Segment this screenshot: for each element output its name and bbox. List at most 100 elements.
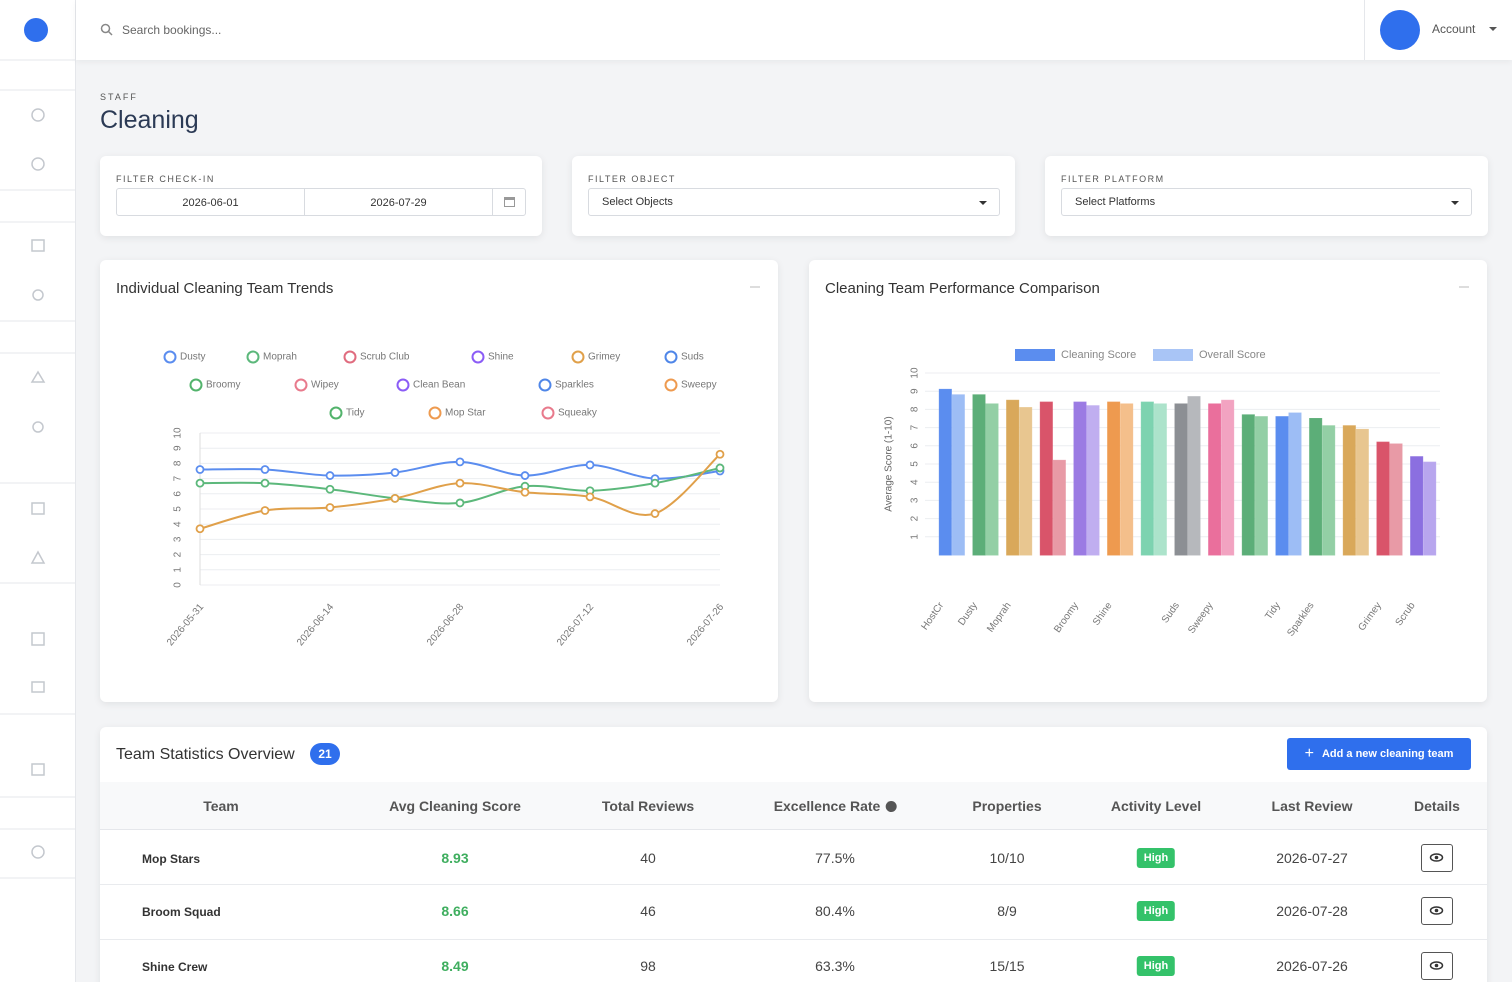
x-tick-label: HostCr [919,600,946,632]
card-menu[interactable] [750,286,760,288]
y-tick-label: 5 [173,506,184,512]
caret [979,201,987,209]
x-tick-label: Grimey [1356,600,1383,633]
y-tick-label: 3 [910,497,921,503]
filter-label: FILTER OBJECT [588,174,676,184]
cell: 8/9 [997,903,1017,919]
eye-icon [1429,906,1444,915]
legend-label: Dusty [180,352,206,363]
column-header: Avg Cleaning Score [389,798,521,814]
bar [1275,416,1289,556]
legend-label: Squeaky [558,408,597,419]
y-tick-label: 2 [910,515,921,521]
column-header: Last Review [1271,798,1353,814]
team-name: Shine Crew [142,960,208,974]
x-tick-label: 2026-07-26 [685,602,727,649]
x-tick-label: Sparkles [1285,600,1316,638]
legend-marker [343,350,357,364]
search-icon [100,23,113,36]
cell: 46 [640,903,656,919]
cell: 8.49 [441,958,469,974]
y-tick-label: 7 [173,475,184,481]
bar [1153,403,1167,556]
details-button[interactable] [1421,897,1453,925]
caret [1489,27,1497,35]
cell: 8.66 [441,903,469,919]
add-button[interactable]: + Add a new cleaning team [1287,738,1471,770]
details-button[interactable] [1421,844,1453,872]
bar [1410,456,1424,556]
column-header: Properties [972,798,1042,814]
sidebar-icons [0,18,76,879]
date-to[interactable]: 2026-07-29 [305,189,493,215]
x-tick-label: Broomy [1052,600,1081,635]
nav-icons[interactable] [30,108,46,859]
legend-marker [664,378,678,392]
bar [938,388,952,556]
column-header: Activity Level [1110,798,1202,814]
sidebar-dividers [0,59,76,879]
legend-marker [163,350,177,364]
bar [1174,403,1188,556]
card-menu[interactable] [1459,286,1469,288]
cell: 10/10 [989,850,1025,866]
y-tick-label: 1 [173,567,184,573]
y-tick-label: 9 [910,388,921,394]
y-tick-label: 5 [910,461,921,467]
data-point [455,478,465,488]
bar [1221,399,1235,556]
bar [1423,461,1437,556]
x-tick-label: 2026-07-12 [555,602,597,649]
legend-label: Sparkles [555,380,594,391]
row-divider [100,884,1487,885]
legend-marker [664,350,678,364]
select[interactable]: Select Objects [588,188,1000,216]
team-name: Broom Squad [142,905,221,919]
legend-label: Sweepy [681,380,717,391]
account-menu[interactable]: Account [1432,22,1476,36]
bar [1254,416,1268,556]
sidebar [0,0,76,982]
data-point [585,460,595,470]
legend-label: Grimey [588,352,620,363]
bar [1039,401,1053,556]
calendar-icon[interactable] [493,197,525,207]
data-point [325,471,335,480]
bar [985,403,999,556]
select-placeholder: Select Platforms [1075,196,1156,208]
cell: 98 [640,958,656,974]
bar [1086,405,1100,556]
legend-marker [541,406,555,420]
data-point [325,503,335,512]
bar [1120,403,1134,556]
bar [1389,443,1403,556]
chart-title: Cleaning Team Performance Comparison [825,280,1100,297]
data-point [715,463,725,473]
filter-card: FILTER CHECK-IN 2026-06-01 2026-07-29 [100,156,542,236]
date-from[interactable]: 2026-06-01 [117,189,305,215]
avatar[interactable] [1380,10,1420,50]
legend-marker [294,378,308,392]
legend-label: Clean Bean [413,380,465,391]
bar [1107,401,1121,556]
legend-label: Broomy [206,380,240,391]
chart-card: Cleaning Team Performance Comparison 1 2 3… [809,260,1487,702]
details-button[interactable] [1421,952,1453,980]
date-range[interactable]: 2026-06-01 2026-07-29 [116,188,526,216]
y-tick-label: 4 [173,521,184,527]
legend-label: Wipey [311,380,339,391]
y-tick-label: 10 [173,427,184,439]
logo [24,18,48,42]
legend-label: Suds [681,352,704,363]
bar [1052,459,1066,556]
table-header [100,782,1487,830]
select[interactable]: Select Platforms [1061,188,1472,216]
data-point [520,471,530,480]
cell: 80.4% [815,903,855,919]
x-tick-label: 2026-06-28 [425,602,467,649]
x-tick-label: Dusty [956,600,980,627]
search-input[interactable]: Search bookings... [122,23,222,37]
filter-label: FILTER PLATFORM [1061,174,1165,184]
info-icon[interactable] [885,801,897,812]
data-point [520,487,530,497]
